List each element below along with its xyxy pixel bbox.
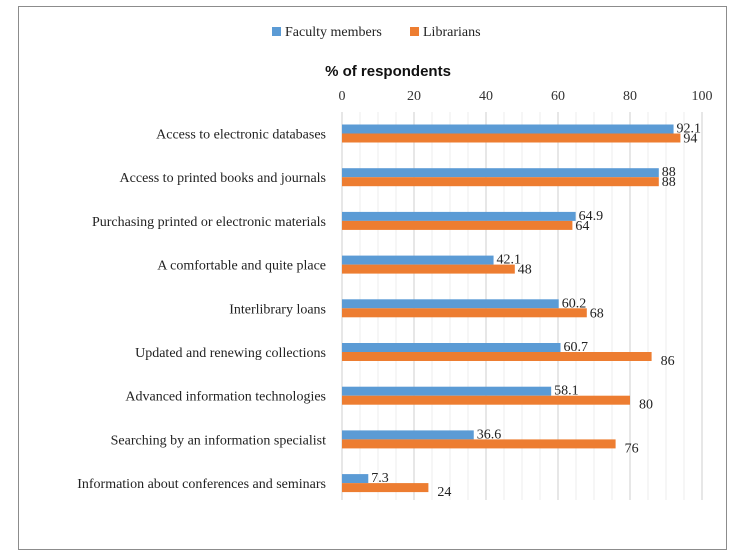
bars [342, 124, 681, 493]
x-tick-label: 20 [407, 89, 421, 104]
category-labels: Access to electronic databases Access to … [77, 128, 326, 493]
data-label-librarians-4: 48 [518, 263, 532, 278]
data-label-librarians-9: 24 [437, 485, 451, 500]
bar-faculty-members-3 [342, 211, 576, 221]
chart-frame [18, 6, 727, 550]
data-label-faculty-2: 88 [662, 165, 676, 180]
data-label-faculty-5: 60.2 [562, 296, 587, 311]
x-tick-label: 100 [692, 89, 713, 104]
bar-librarians-2 [342, 177, 659, 187]
legend-label-librarians: Librarians [423, 25, 481, 40]
data-label-faculty-9: 7.3 [371, 471, 389, 486]
data-label-librarians-3: 64 [575, 219, 589, 234]
category-label-advanced-information-technologies: Advanced information technologies [125, 390, 326, 405]
bar-faculty-members-1 [342, 124, 674, 134]
bar-faculty-members-6 [342, 343, 561, 352]
data-label-librarians-1: 94 [683, 132, 697, 147]
legend-swatch-librarians [410, 27, 419, 36]
x-tick-label: 40 [479, 89, 493, 104]
bar-faculty-members-4 [342, 255, 494, 265]
data-label-faculty-1: 92.1 [677, 122, 702, 137]
category-label-a-comfortable-and-quite-place: A comfortable and quite place [157, 259, 326, 274]
bar-faculty-members-9 [342, 474, 369, 484]
bar-librarians-3 [342, 220, 573, 230]
data-label-librarians-2: 88 [662, 175, 676, 190]
x-tick-label: 60 [551, 89, 565, 104]
bar-librarians-1 [342, 133, 681, 143]
bar-librarians-9 [342, 483, 429, 493]
category-label-interlibrary-loans: Interlibrary loans [229, 302, 326, 317]
bar-faculty-members-2 [342, 168, 659, 178]
bar-librarians-4 [342, 264, 515, 274]
data-label-faculty-6: 60.7 [564, 340, 589, 355]
bar-librarians-7 [342, 395, 630, 405]
data-label-librarians-5: 68 [590, 306, 604, 321]
data-label-librarians-8: 76 [625, 441, 639, 456]
category-label-updated-and-renewing-collections: Updated and renewing collections [135, 346, 326, 361]
bar-faculty-members-7 [342, 386, 552, 396]
data-label-faculty-3: 64.9 [579, 209, 604, 224]
bar-librarians-8 [342, 439, 616, 449]
bar-librarians-6 [342, 352, 652, 361]
legend-label-faculty: Faculty members [285, 25, 382, 40]
x-axis-title: % of respondents [325, 63, 451, 80]
category-label-access-to-printed-books-and-journals: Access to printed books and journals [120, 171, 326, 186]
data-label-librarians-7: 80 [639, 398, 653, 413]
data-label-faculty-4: 42.1 [497, 253, 522, 268]
category-label-purchasing-printed-or-electronic-materials: Purchasing printed or electronic materia… [92, 215, 326, 230]
bar-faculty-members-5 [342, 299, 559, 309]
data-label-librarians-6: 86 [661, 354, 675, 369]
x-tick-label: 80 [623, 89, 637, 104]
legend-swatch-faculty [272, 27, 281, 36]
legend: Faculty members Librarians [272, 25, 481, 40]
data-label-faculty-7: 58.1 [554, 384, 579, 399]
data-label-faculty-8: 36.6 [477, 427, 502, 442]
category-label-searching-by-an-information-specialist: Searching by an information specialist [111, 433, 326, 448]
x-tick-label: 0 [339, 89, 346, 104]
bar-librarians-5 [342, 308, 587, 318]
category-label-information-about-conferences-and-seminars: Information about conferences and semina… [77, 477, 326, 492]
category-label-access-to-electronic-databases: Access to electronic databases [156, 128, 326, 143]
x-axis-ticks: 0 20 40 60 80 100 [339, 89, 713, 104]
bar-faculty-members-8 [342, 430, 474, 440]
